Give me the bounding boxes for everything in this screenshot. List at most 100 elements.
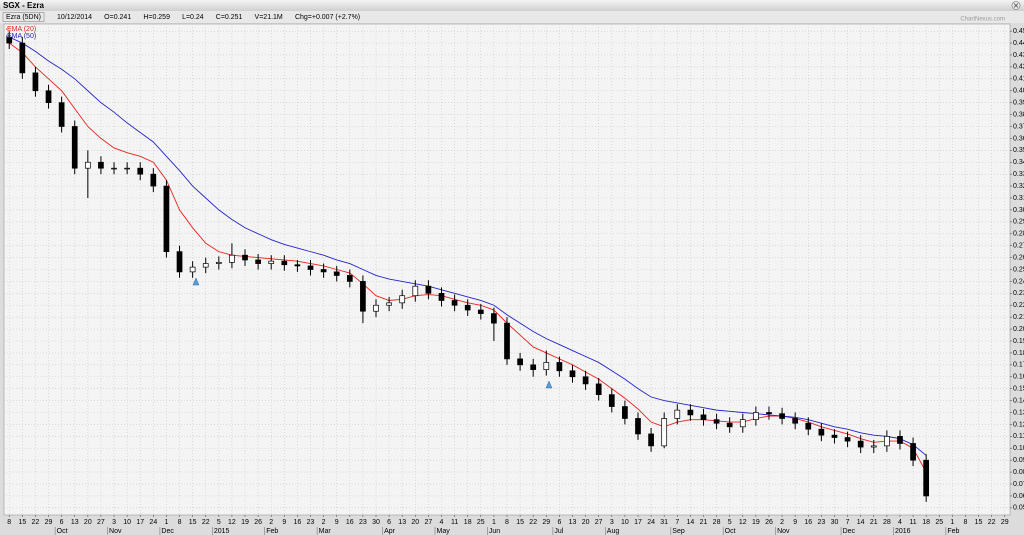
candle-body <box>32 72 39 92</box>
month-label: Feb <box>266 528 278 535</box>
info-item: 10/12/2014 <box>57 14 92 21</box>
title-bar <box>0 0 1024 11</box>
y-tick-label: 0.43 <box>1013 52 1024 59</box>
x-tick-label: 12 <box>228 519 236 526</box>
x-tick-label: 2 <box>269 519 273 526</box>
x-tick-label: 26 <box>254 519 262 526</box>
y-tick-label: 0.05 <box>1013 505 1024 512</box>
x-tick-label: 24 <box>647 519 655 526</box>
candle-body <box>608 394 615 407</box>
x-tick-label: 30 <box>372 519 380 526</box>
x-tick-label: 15 <box>189 519 197 526</box>
y-tick-label: 0.21 <box>1013 314 1024 321</box>
candle-body <box>215 261 222 264</box>
legend-label: EMA (20) <box>7 26 36 33</box>
candle-body <box>556 362 563 372</box>
info-bar <box>0 11 1024 23</box>
watermark: ChartNexus.com <box>960 17 1005 23</box>
x-tick-label: 29 <box>45 519 53 526</box>
y-tick-label: 0.40 <box>1013 88 1024 95</box>
candle-body <box>648 433 654 447</box>
x-tick-label: 8 <box>505 519 509 526</box>
candle-body <box>477 309 484 314</box>
month-label: Mar <box>319 528 332 535</box>
x-tick-label: 17 <box>634 519 642 526</box>
candle-body <box>739 419 746 428</box>
x-tick-label: 23 <box>817 519 825 526</box>
candle-body <box>255 259 261 264</box>
x-tick-label: 13 <box>569 519 577 526</box>
x-tick-label: 3 <box>112 519 116 526</box>
candle-body <box>333 271 340 276</box>
y-tick-label: 0.12 <box>1013 421 1024 428</box>
legend: EMA (20)EMA (50) <box>6 26 36 40</box>
x-tick-label: 23 <box>307 519 315 526</box>
month-label: 2015 <box>214 528 230 535</box>
x-tick-label: 28 <box>713 519 721 526</box>
x-tick-label: 14 <box>686 519 694 526</box>
candle-body <box>569 370 576 378</box>
x-tick-label: 20 <box>84 519 92 526</box>
month-label: Jul <box>554 528 563 535</box>
x-tick-label: 18 <box>464 519 472 526</box>
x-tick-label: 15 <box>18 519 26 526</box>
candle-body <box>386 302 392 306</box>
candle-body <box>412 285 419 297</box>
y-tick-label: 0.34 <box>1013 159 1024 166</box>
candle-body <box>451 300 458 306</box>
x-tick-label: 1 <box>950 519 954 526</box>
x-tick-label: 10 <box>621 519 629 526</box>
y-tick-label: 0.22 <box>1013 302 1024 309</box>
x-tick-label: 14 <box>857 519 865 526</box>
x-tick-label: 25 <box>935 519 943 526</box>
x-tick-label: 15 <box>516 519 524 526</box>
y-tick-label: 0.29 <box>1013 219 1024 226</box>
x-tick-label: 19 <box>241 519 249 526</box>
candle-body <box>84 161 91 169</box>
candle-body <box>504 322 510 360</box>
info-item: Ezra (5DN) <box>6 14 41 21</box>
x-tick-label: 7 <box>675 519 679 526</box>
x-tick-label: 2 <box>322 519 326 526</box>
candle-body <box>635 418 641 435</box>
y-tick-label: 0.06 <box>1013 493 1024 500</box>
y-tick-label: 0.38 <box>1013 111 1024 118</box>
month-label: 2016 <box>895 528 911 535</box>
candle-body <box>176 251 183 273</box>
x-tick-label: 21 <box>700 519 708 526</box>
x-tick-label: 1 <box>492 519 496 526</box>
y-tick-label: 0.19 <box>1013 338 1024 345</box>
candle-body <box>582 376 589 385</box>
x-tick-label: 8 <box>7 519 11 526</box>
month-label: Feb <box>947 528 959 535</box>
x-tick-label: 30 <box>831 519 839 526</box>
candle-body <box>792 418 799 424</box>
info-item: C=0.251 <box>216 14 243 21</box>
candle-body <box>71 126 78 169</box>
y-tick-label: 0.20 <box>1013 326 1024 333</box>
x-tick-label: 5 <box>217 519 221 526</box>
y-tick-label: 0.15 <box>1013 386 1024 393</box>
y-tick-label: 0.44 <box>1013 40 1024 47</box>
candle-body <box>124 167 130 170</box>
close-icon[interactable] <box>1013 3 1019 8</box>
candle-body <box>268 260 275 264</box>
x-tick-label: 7 <box>846 519 850 526</box>
candle-body <box>242 254 248 261</box>
candle-body <box>137 167 144 175</box>
x-tick-label: 28 <box>883 519 891 526</box>
x-tick-label: 24 <box>149 519 157 526</box>
candle-body <box>595 383 602 395</box>
y-tick-label: 0.42 <box>1013 64 1024 71</box>
x-tick-label: 29 <box>542 519 550 526</box>
y-tick-label: 0.35 <box>1013 147 1024 154</box>
month-label: Sep <box>672 528 685 535</box>
x-tick-label: 27 <box>425 519 433 526</box>
month-label: Aug <box>607 528 620 535</box>
info-item: O=0.241 <box>104 14 131 21</box>
x-tick-label: 27 <box>595 519 603 526</box>
x-tick-label: 8 <box>964 519 968 526</box>
x-tick-label: 11 <box>451 519 458 526</box>
